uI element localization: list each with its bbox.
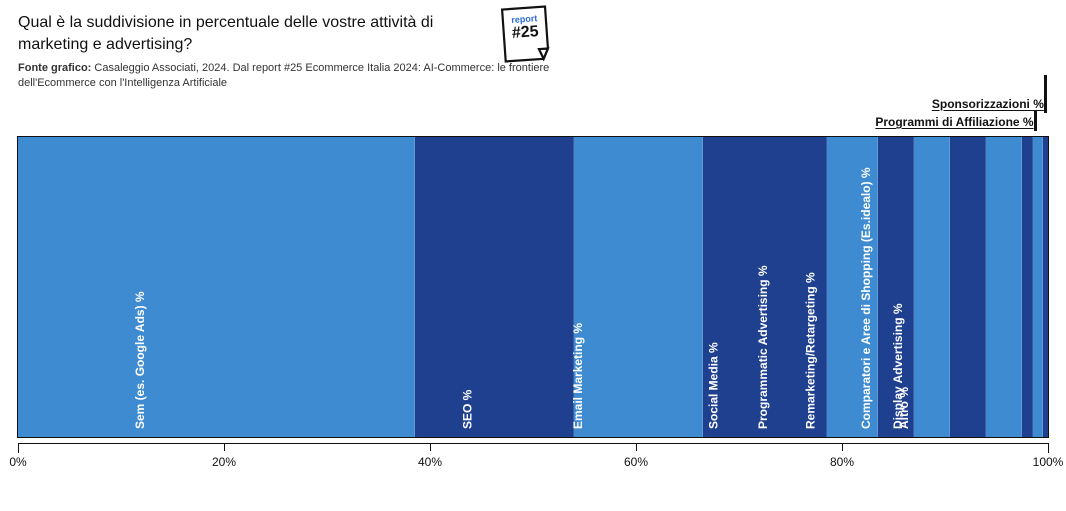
segment-label: Email Marketing % (571, 323, 585, 429)
axis-line (18, 443, 1048, 444)
axis-tick-label: 0% (9, 455, 26, 469)
chart-title: Qual è la suddivisione in percentuale de… (18, 12, 478, 55)
segment-label: Social Media % (707, 342, 721, 429)
axis-tick-label: 40% (418, 455, 442, 469)
axis-tick (18, 443, 19, 453)
axis-tick (430, 443, 431, 451)
bar-segment (1022, 137, 1032, 437)
segment-label: Comparatori e Aree di Shopping (Es.ideal… (859, 167, 873, 429)
axis-tick (636, 443, 637, 451)
source-prefix: Fonte grafico: (18, 62, 91, 74)
axis-tick-label: 20% (212, 455, 236, 469)
bar-segment: Comparatori e Aree di Shopping (Es.ideal… (986, 137, 1022, 437)
segment-label: SEO % (460, 390, 474, 429)
badge-line2: #25 (497, 22, 553, 44)
axis-tick (224, 443, 225, 451)
x-axis: 0%20%40%60%80%100% (18, 443, 1048, 477)
axis-tick-label: 60% (624, 455, 648, 469)
bar-segment: SEO % (415, 137, 575, 437)
bar-segment (1033, 137, 1043, 437)
report-badge: report #25 (496, 4, 555, 68)
axis-tick (842, 443, 843, 451)
bar-segment: Email Marketing % (574, 137, 703, 437)
bar-segment: Sem (es. Google Ads) % (18, 137, 415, 437)
callout-label: Programmi di Affiliazione % (875, 115, 1033, 129)
axis-tick (1048, 443, 1049, 453)
segment-label: Remarketing/Retargeting % (803, 272, 817, 429)
segment-label: Sem (es. Google Ads) % (133, 291, 147, 429)
callout-area: Sponsorizzazioni % Programmi di Affiliazi… (18, 97, 1048, 137)
bar-segment: Display Advertising % (950, 137, 986, 437)
segment-label: Display Advertising % (891, 303, 905, 429)
chart-source: Fonte grafico: Casaleggio Associati, 202… (18, 61, 578, 91)
bar-segment: Altro % (914, 137, 950, 437)
axis-tick-label: 80% (830, 455, 854, 469)
axis-tick-label: 100% (1033, 455, 1064, 469)
stacked-bar: Sem (es. Google Ads) % SEO % Email Marketi… (18, 137, 1048, 437)
callout-label: Sponsorizzazioni % (932, 97, 1044, 111)
source-text: Casaleggio Associati, 2024. Dal report #… (18, 62, 549, 89)
header: Qual è la suddivisione in percentuale de… (18, 12, 1048, 91)
bar-segment (1043, 137, 1048, 437)
segment-label: Programmatic Advertising % (756, 265, 770, 429)
